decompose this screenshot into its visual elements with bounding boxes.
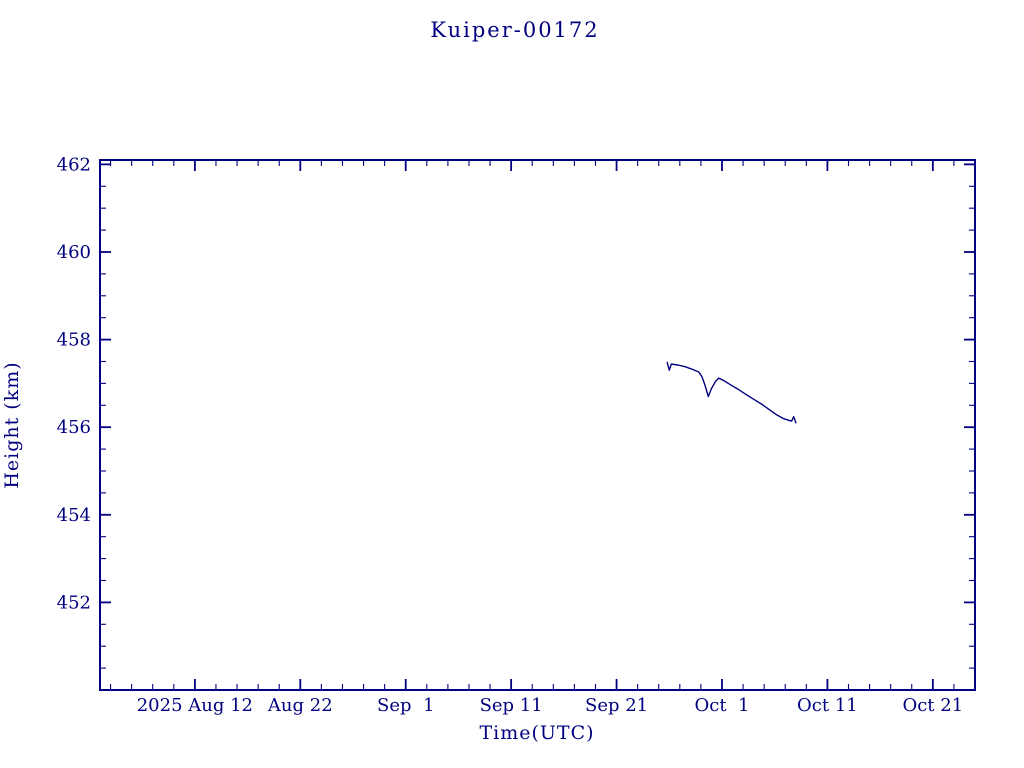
y-axis-tick-labels: 452 454 456 458 460 462 [57,154,91,613]
x-tick-label: Aug 22 [267,695,333,716]
y-tick-label: 456 [57,417,91,438]
x-tick-label: Oct 21 [902,695,963,716]
x-axis-ticks [109,160,955,690]
chart-title: Kuiper-00172 [430,18,599,42]
y-tick-label: 460 [57,242,91,263]
x-tick-label: Oct 1 [695,695,750,716]
x-tick-label: 2025 Aug 12 [137,695,253,716]
x-axis-title: Time(UTC) [479,722,594,744]
x-tick-label: Sep 21 [585,695,648,716]
y-tick-label: 454 [57,505,91,526]
x-tick-label: Sep 11 [480,695,543,716]
height-series-line [666,361,797,424]
x-tick-label: Sep 1 [377,695,434,716]
y-axis-title: Height (km) [1,361,23,488]
y-axis-ticks [100,163,975,669]
x-tick-label: Oct 11 [797,695,858,716]
plot-frame [99,159,976,691]
y-tick-label: 458 [57,330,91,351]
x-axis-tick-labels: 2025 Aug 12 Aug 22 Sep 1 Sep 11 Sep 21 Oct 1 O… [137,695,963,716]
y-tick-label: 452 [57,592,91,613]
y-tick-label: 462 [57,154,91,175]
